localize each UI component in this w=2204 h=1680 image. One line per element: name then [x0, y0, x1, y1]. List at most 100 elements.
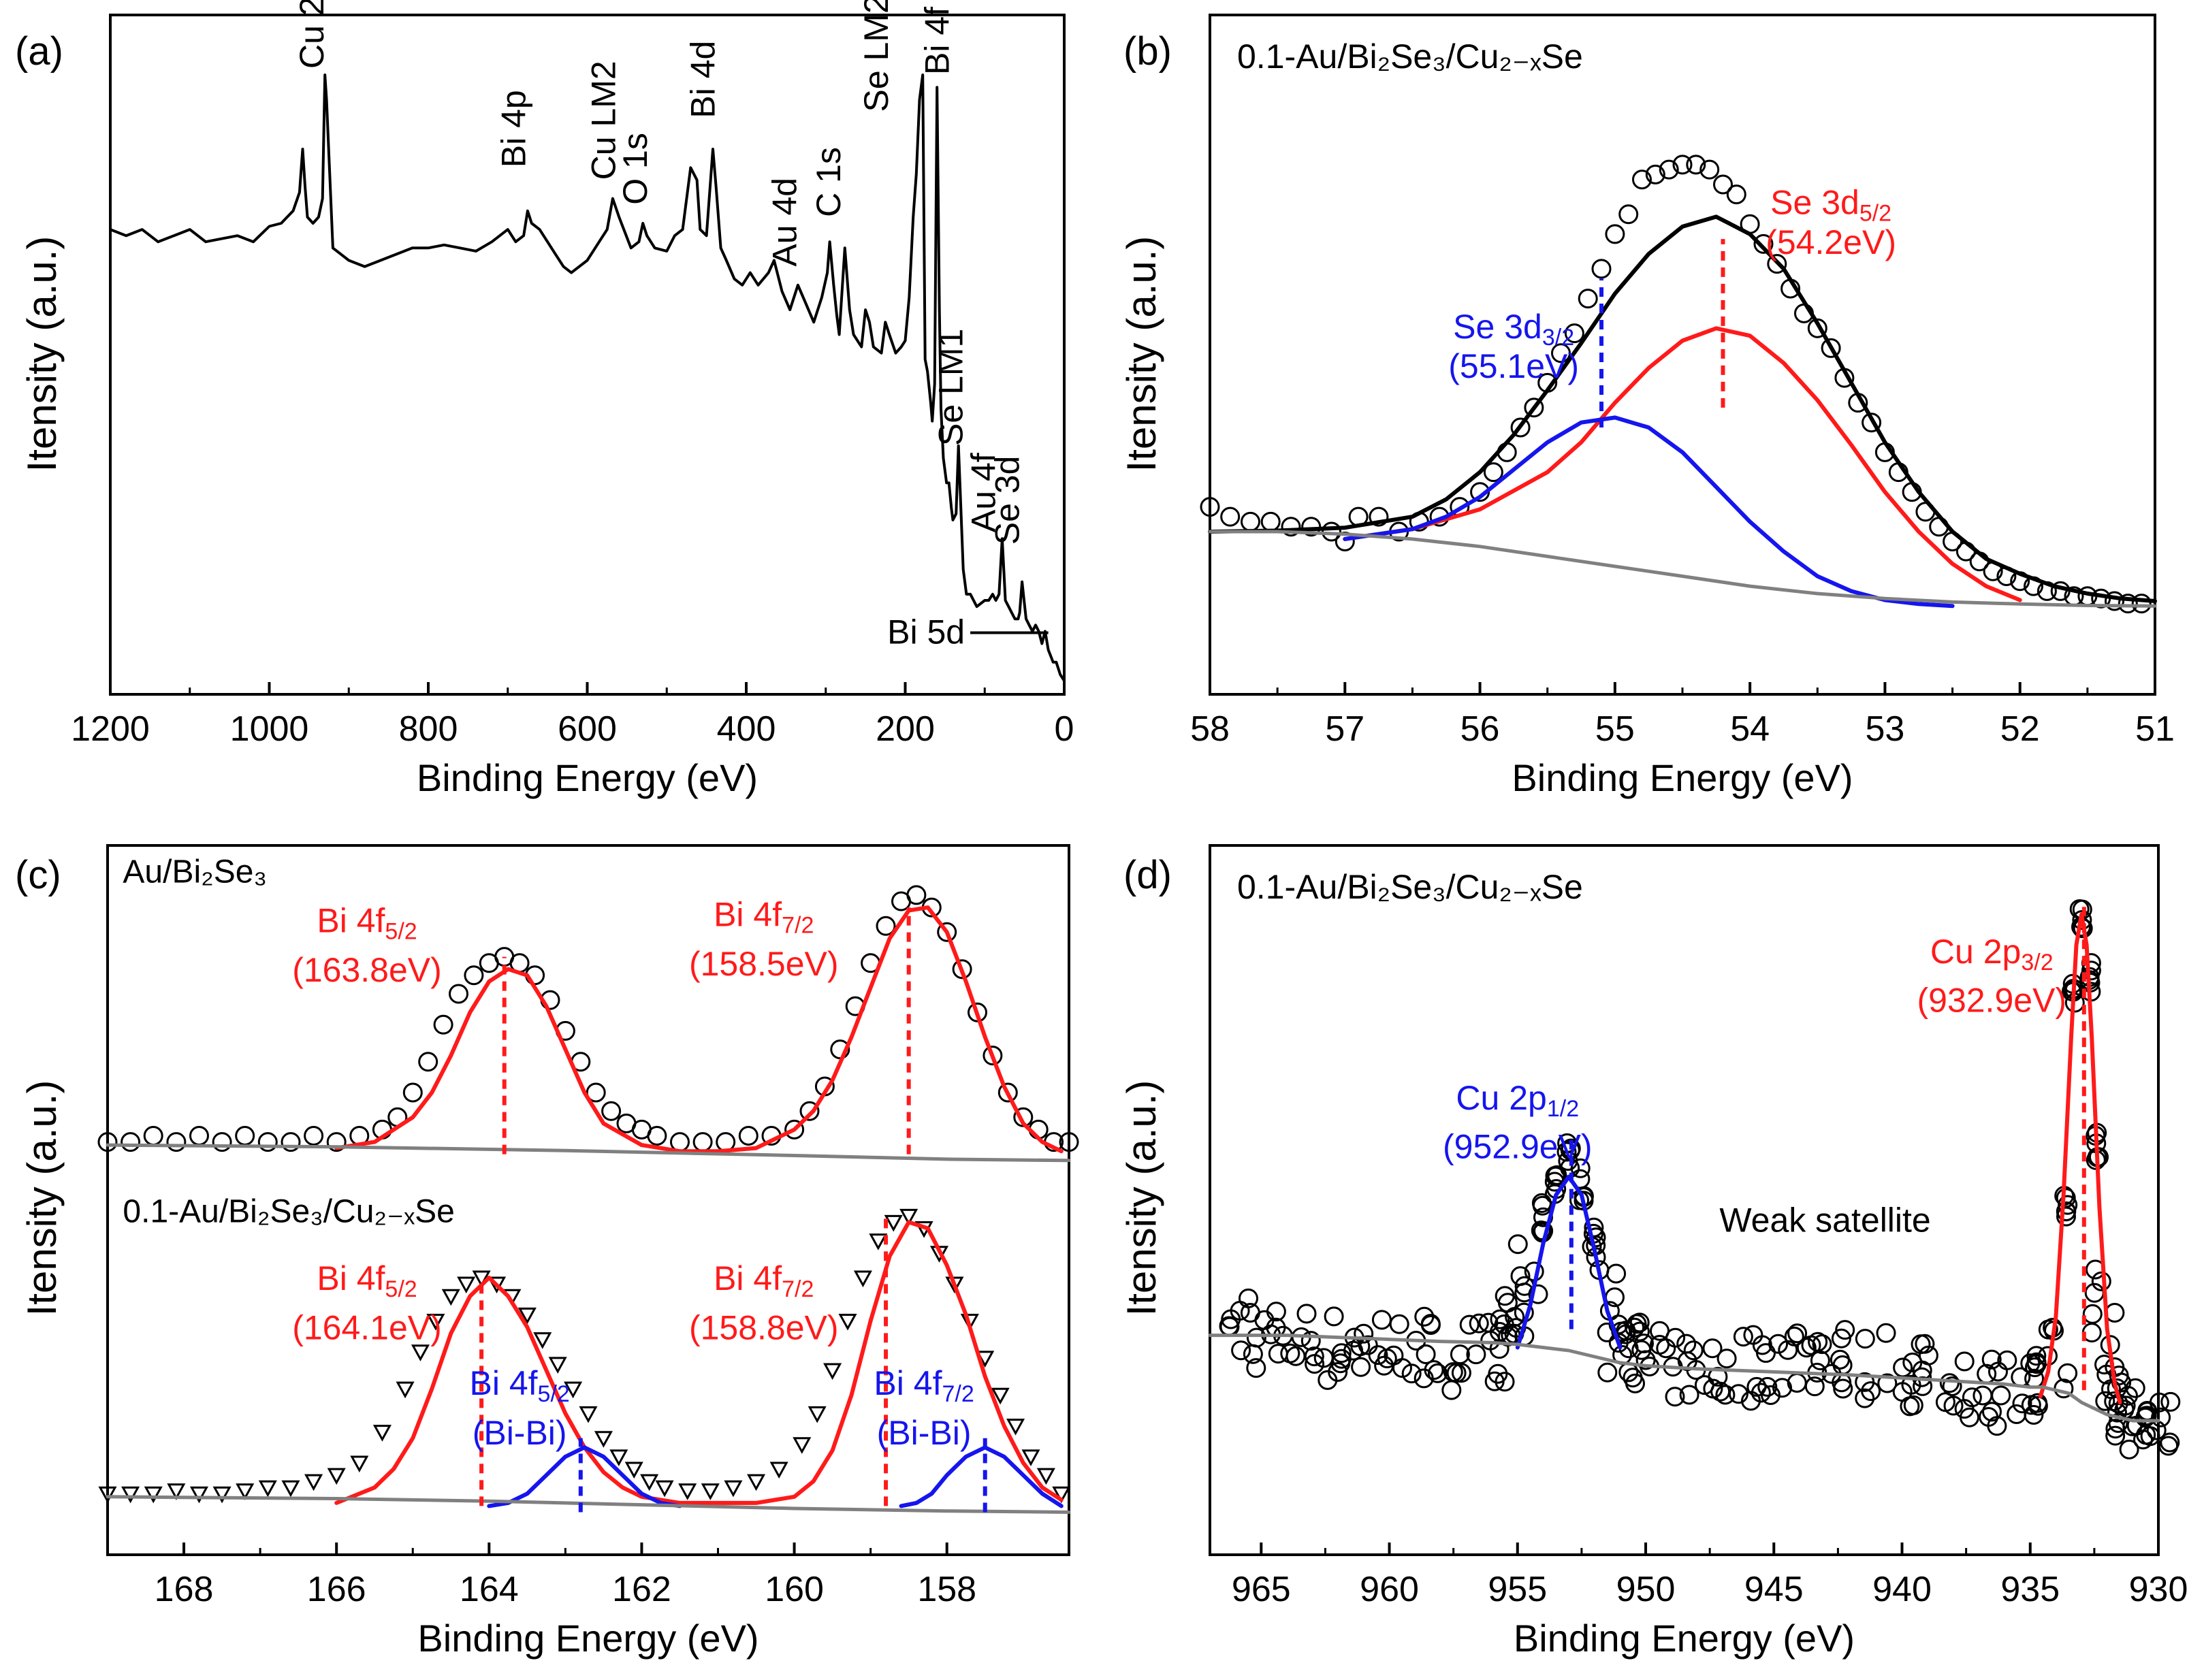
data-point — [624, 1461, 643, 1479]
data-point — [1036, 1468, 1055, 1485]
component-label-sub: 1/2 — [1547, 1096, 1579, 1122]
data-point — [564, 1381, 583, 1399]
data-point — [166, 1132, 187, 1152]
data-point — [601, 1101, 622, 1121]
data-point — [1420, 1314, 1441, 1334]
data-point — [1962, 1387, 1982, 1408]
data-point — [1300, 1331, 1321, 1351]
data-point — [747, 1474, 766, 1491]
data-point — [2125, 1378, 2145, 1398]
data-point — [945, 1276, 964, 1294]
x-tick-label: 158 — [917, 1570, 976, 1609]
data-point — [1557, 1133, 1578, 1153]
series-line-background — [1208, 530, 2157, 608]
data-point — [784, 1119, 805, 1140]
data-point — [2056, 1201, 2076, 1222]
peak-label: Bi 4p — [494, 90, 532, 167]
x-tick-label: 162 — [612, 1570, 671, 1609]
x-tick-label: 58 — [1190, 709, 1230, 749]
data-point — [2028, 1393, 2048, 1413]
x-tick-label: 164 — [460, 1570, 519, 1609]
component-label: Bi 4f5/2 — [317, 1259, 417, 1302]
data-point — [2151, 1407, 2171, 1427]
data-point — [1328, 1362, 1348, 1382]
x-tick-label: 55 — [1595, 709, 1635, 749]
data-point — [1733, 1327, 1753, 1347]
data-point — [327, 1468, 346, 1485]
peak-label: Se LM2 — [857, 0, 895, 112]
data-point — [441, 1289, 460, 1306]
component-value: (932.9eV) — [1917, 982, 2066, 1020]
data-point — [1832, 1355, 1853, 1375]
data-point — [838, 1313, 857, 1331]
data-point — [1021, 1449, 1040, 1467]
data-point — [1006, 1419, 1025, 1436]
data-point — [983, 1046, 1003, 1066]
x-tick-label: 166 — [307, 1570, 366, 1609]
data-point — [2082, 1304, 2103, 1324]
data-point — [212, 1486, 231, 1504]
component-label: Cu 2p3/2 — [1930, 933, 2054, 975]
data-point — [1220, 506, 1241, 527]
data-point — [1726, 184, 1746, 205]
data-point — [1524, 398, 1544, 418]
data-point — [1371, 1310, 1392, 1330]
data-point — [1877, 1373, 1898, 1393]
data-point — [1876, 1323, 1896, 1343]
series-line-au-bi2se3-background — [106, 1143, 1071, 1163]
data-point — [1913, 1376, 1933, 1396]
data-point — [647, 1126, 667, 1146]
data-point — [304, 1126, 324, 1146]
peak-label: Bi 5d — [887, 613, 965, 651]
data-point — [1427, 1363, 1448, 1383]
data-point — [1679, 1385, 1699, 1405]
data-point — [1665, 1387, 1685, 1407]
data-point — [1713, 174, 1733, 195]
data-point — [1757, 1376, 1778, 1397]
data-point — [937, 922, 957, 942]
panel-d-cu2p-spectrum: (d) 0.1-Au/Bi₂Se₃/Cu₂₋ₓSe Itensity (a.u.) B… — [1119, 844, 2188, 1660]
x-tick-label: 955 — [1488, 1570, 1547, 1609]
data-point — [2105, 591, 2124, 611]
data-point — [906, 885, 927, 905]
peak-label: C 1s — [810, 147, 848, 217]
data-point — [1708, 1367, 1728, 1387]
data-point — [1987, 1416, 2007, 1436]
data-point — [1052, 1486, 1071, 1504]
series-line-au-bi2se3-fit — [334, 905, 1064, 1154]
y-axis-label: Itensity (a.u.) — [1119, 236, 1164, 472]
x-axis-label: Binding Energy (eV) — [1512, 756, 1853, 799]
data-point — [1768, 1334, 1789, 1354]
series-line-cu-2p1-2-fit — [1515, 1174, 1623, 1350]
data-point — [1835, 1320, 1855, 1340]
data-point — [2136, 1406, 2156, 1426]
series-line-survey — [109, 74, 1066, 682]
data-point — [2119, 1439, 2139, 1459]
data-point — [1741, 1391, 1761, 1411]
data-point — [426, 1313, 445, 1331]
component-value: (158.8eV) — [689, 1309, 839, 1347]
component-label: Se 3d3/2 — [1453, 308, 1574, 351]
data-point — [1369, 506, 1389, 527]
series-line-fit-envelope — [1208, 214, 2157, 603]
data-point — [655, 1480, 674, 1498]
data-point — [1392, 1358, 1412, 1378]
data-point — [1618, 204, 1639, 225]
data-point — [1424, 1360, 1444, 1380]
data-point — [1753, 233, 1774, 254]
data-point — [1416, 1344, 1436, 1364]
data-point — [1469, 1313, 1489, 1334]
data-point — [1645, 164, 1665, 184]
x-tick-label: 56 — [1460, 709, 1500, 749]
data-point — [1305, 1354, 1325, 1374]
data-point — [1605, 224, 1625, 244]
data-point — [1787, 1373, 1807, 1393]
data-point — [609, 1449, 628, 1467]
panel-b-se3d-spectrum: (b) 0.1-Au/Bi₂Se₃/Cu₂₋ₓSe Itensity (a.u.) B… — [1119, 14, 2175, 799]
data-point — [1484, 1371, 1505, 1391]
data-point — [1495, 1286, 1515, 1306]
data-point — [2026, 1346, 2047, 1366]
data-point — [1784, 1326, 1804, 1346]
data-point — [1787, 1323, 1808, 1344]
peak-label: Se LM1 — [932, 329, 970, 446]
